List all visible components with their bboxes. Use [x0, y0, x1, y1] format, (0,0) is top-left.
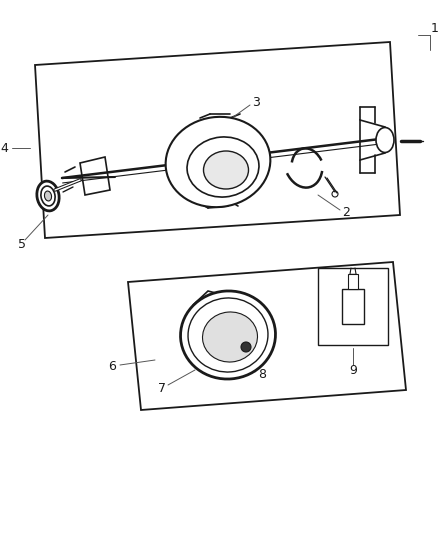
Text: 7: 7	[158, 382, 166, 394]
Ellipse shape	[165, 117, 270, 207]
Ellipse shape	[375, 127, 393, 152]
Polygon shape	[193, 291, 223, 309]
Ellipse shape	[37, 181, 59, 211]
Text: 4: 4	[0, 141, 8, 155]
Polygon shape	[80, 157, 110, 195]
Text: 6: 6	[108, 360, 116, 374]
Text: 5: 5	[18, 238, 26, 252]
Bar	[341, 289, 363, 324]
Text: 1: 1	[430, 21, 438, 35]
Text: 8: 8	[258, 368, 265, 382]
Ellipse shape	[203, 151, 248, 189]
Ellipse shape	[187, 137, 258, 197]
Text: 2: 2	[341, 206, 349, 220]
Bar	[347, 274, 357, 289]
Ellipse shape	[187, 298, 267, 372]
Ellipse shape	[180, 291, 275, 379]
Ellipse shape	[202, 312, 257, 362]
Polygon shape	[359, 120, 384, 160]
Ellipse shape	[44, 191, 51, 201]
Text: 3: 3	[251, 95, 259, 109]
Ellipse shape	[41, 186, 55, 206]
Circle shape	[240, 342, 251, 352]
Text: 9: 9	[348, 364, 356, 376]
